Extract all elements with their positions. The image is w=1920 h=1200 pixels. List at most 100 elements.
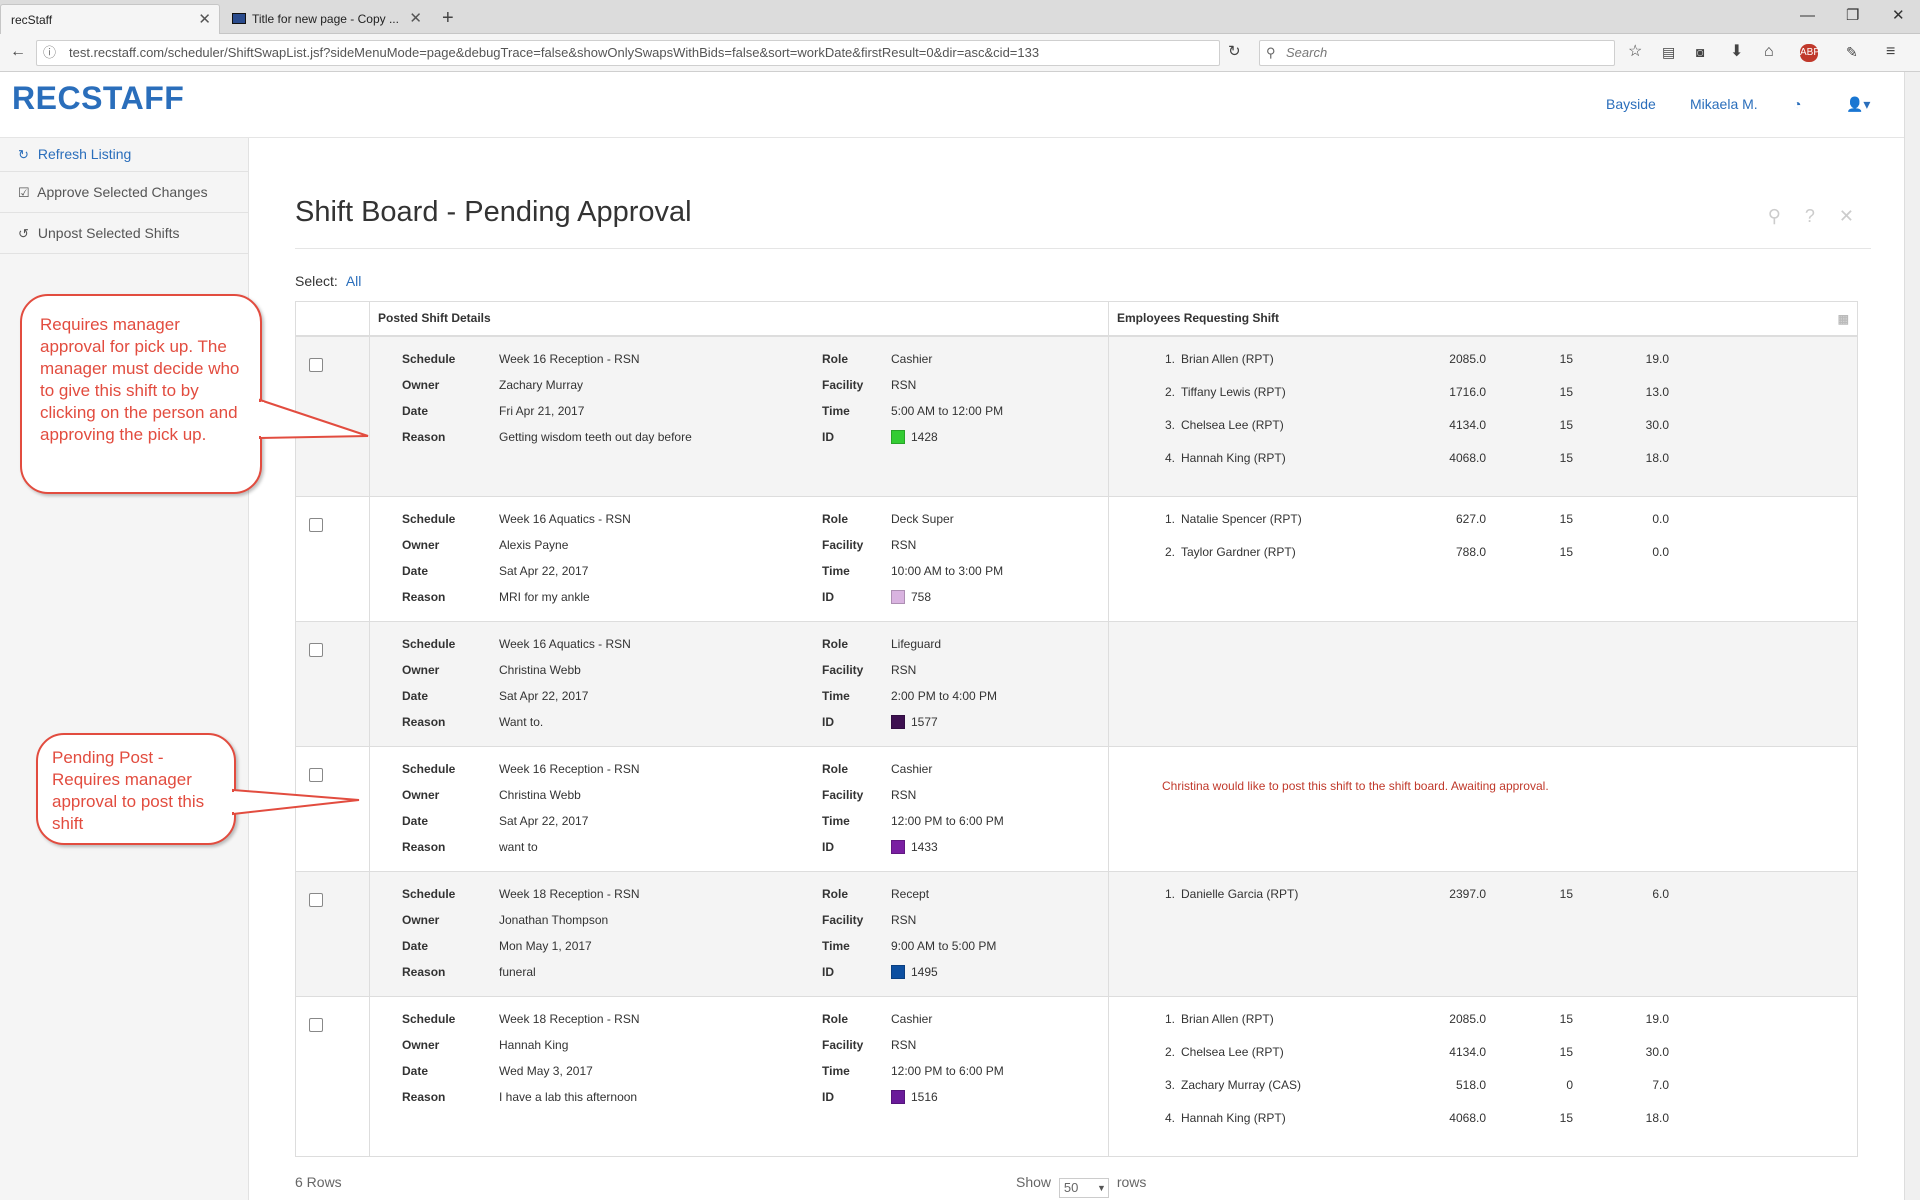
row-checkbox[interactable] (309, 767, 323, 782)
divider (295, 248, 1871, 249)
field-label-schedule: Schedule (402, 761, 456, 776)
request-employee[interactable]: Hannah King (RPT) (1181, 450, 1286, 465)
field-value-role: Lifeguard (891, 636, 942, 651)
field-value-owner: Jonathan Thompson (499, 912, 609, 927)
browser-tab-active[interactable]: recStaff ✕ (0, 4, 220, 34)
close-window-icon[interactable]: ✕ (1892, 7, 1905, 24)
request-hours: 2085.0 (1449, 351, 1486, 366)
home-icon[interactable]: ⌂ (1764, 43, 1774, 60)
request-employee[interactable]: Zachary Murray (CAS) (1181, 1077, 1302, 1092)
field-value-schedule: Week 18 Reception - RSN (499, 886, 640, 901)
row-checkbox[interactable] (309, 1017, 323, 1032)
callout-text: Pending Post - Requires manager approval… (52, 748, 205, 833)
request-employee[interactable]: Tiffany Lewis (RPT) (1181, 384, 1286, 399)
request-row[interactable]: 2. Chelsea Lee (RPT) 4134.0 15 30.0 (1109, 1044, 1769, 1060)
minimize-icon[interactable]: — (1800, 7, 1815, 24)
request-row[interactable]: 4. Hannah King (RPT) 4068.0 15 18.0 (1109, 1110, 1769, 1126)
row-checkbox[interactable] (309, 642, 323, 657)
requests-cell: Christina would like to post this shift … (1108, 746, 1858, 872)
field-value-time: 12:00 PM to 6:00 PM (891, 813, 1004, 828)
adblock-icon[interactable]: ABP (1800, 44, 1820, 62)
request-number: 3. (1165, 1077, 1176, 1092)
unpost-selected-button[interactable]: ↺ Unpost Selected Shifts (0, 213, 248, 254)
browser-search-input[interactable]: ⚲ Search (1259, 40, 1615, 66)
browser-tab[interactable]: Title for new page - Copy ... ✕ (222, 4, 430, 34)
table-row[interactable]: Schedule Week 16 Aquatics - RSN Owner Chris… (295, 621, 1858, 747)
location-link[interactable]: Bayside (1606, 96, 1656, 112)
request-hours: 518.0 (1455, 1077, 1486, 1092)
refresh-listing-button[interactable]: ↻ Refresh Listing (0, 138, 248, 172)
field-label-owner: Owner (402, 377, 440, 392)
field-value-role: Cashier (891, 761, 933, 776)
close-icon[interactable]: ✕ (1838, 206, 1878, 226)
table-row[interactable]: Schedule Week 16 Reception - RSN Owner Zach… (295, 335, 1858, 497)
field-value-time: 5:00 AM to 12:00 PM (891, 403, 1004, 418)
request-employee[interactable]: Chelsea Lee (RPT) (1181, 1044, 1284, 1059)
request-row[interactable]: 3. Chelsea Lee (RPT) 4134.0 15 30.0 (1109, 417, 1769, 433)
table-row[interactable]: Schedule Week 18 Reception - RSN Owner Hann… (295, 996, 1858, 1157)
bookmark-star-icon[interactable]: ☆ (1628, 43, 1643, 60)
row-checkbox[interactable] (309, 517, 323, 532)
download-icon[interactable]: ⬇ (1730, 43, 1744, 60)
close-tab-icon[interactable]: ✕ (409, 10, 422, 27)
request-employee[interactable]: Chelsea Lee (RPT) (1181, 417, 1284, 432)
user-link[interactable]: Mikaela M. (1690, 96, 1758, 112)
pocket-icon[interactable]: ◙ (1696, 44, 1705, 60)
request-employee[interactable]: Taylor Gardner (RPT) (1181, 544, 1296, 559)
row-checkbox[interactable] (309, 892, 323, 907)
table-row[interactable]: Schedule Week 18 Reception - RSN Owner Jona… (295, 871, 1858, 997)
info-icon[interactable]: ⓘ (43, 45, 57, 60)
request-row[interactable]: 1. Brian Allen (RPT) 2085.0 15 19.0 (1109, 351, 1769, 367)
row-checkbox-cell (295, 621, 370, 747)
sidebar-item-label: Unpost Selected Shifts (37, 225, 180, 241)
request-weeks: 0 (1566, 1077, 1573, 1092)
reading-list-icon[interactable]: ▤ (1662, 44, 1676, 60)
app-logo[interactable]: RECSTAFF (12, 80, 185, 116)
close-tab-icon[interactable]: ✕ (198, 11, 211, 28)
help-icon[interactable]: ? (1804, 206, 1839, 226)
user-menu-icon[interactable]: 👤▾ (1846, 96, 1871, 112)
request-employee[interactable]: Danielle Garcia (RPT) (1181, 886, 1299, 901)
row-checkbox[interactable] (309, 357, 323, 372)
request-employee[interactable]: Brian Allen (RPT) (1181, 1011, 1274, 1026)
field-label-id: ID (822, 839, 834, 854)
request-row[interactable]: 1. Brian Allen (RPT) 2085.0 15 19.0 (1109, 1011, 1769, 1027)
back-icon[interactable]: ← (10, 43, 26, 60)
new-tab-icon[interactable]: + (442, 7, 454, 29)
field-value-schedule: Week 16 Aquatics - RSN (499, 636, 631, 651)
select-all-link[interactable]: All (345, 273, 362, 289)
page-scrollbar[interactable] (1904, 72, 1920, 1200)
color-swatch (891, 964, 905, 979)
shift-details-cell: Schedule Week 18 Reception - RSN Owner Hann… (369, 996, 1109, 1157)
address-bar[interactable]: ⓘ test.recstaff.com/scheduler/ShiftSwapL… (36, 40, 1220, 66)
table-row[interactable]: Schedule Week 16 Reception - RSN Owner Chri… (295, 746, 1858, 872)
restore-icon[interactable]: ❐ (1846, 7, 1860, 24)
approve-selected-button[interactable]: ☑ Approve Selected Changes (0, 172, 248, 213)
request-employee[interactable]: Natalie Spencer (RPT) (1181, 511, 1302, 526)
request-row[interactable]: 1. Danielle Garcia (RPT) 2397.0 15 6.0 (1109, 886, 1769, 902)
field-value-date: Wed May 3, 2017 (499, 1063, 593, 1078)
page-favicon-icon (232, 13, 246, 24)
dashboard-icon[interactable]: ◔ (1793, 96, 1802, 112)
request-row[interactable]: 4. Hannah King (RPT) 4068.0 15 18.0 (1109, 450, 1769, 466)
column-settings-icon[interactable]: ▦ (1837, 312, 1849, 326)
request-score: 6.0 (1652, 886, 1669, 901)
field-value-owner: Christina Webb (499, 662, 581, 677)
table-row[interactable]: Schedule Week 16 Aquatics - RSN Owner Alexi… (295, 496, 1858, 622)
request-row[interactable]: 2. Taylor Gardner (RPT) 788.0 15 0.0 (1109, 544, 1769, 560)
page-tools: ⚲?✕ (1768, 206, 1878, 227)
page-size-select[interactable]: 50 ▼ (1058, 1178, 1109, 1198)
extension-icon[interactable]: ✎ (1846, 44, 1858, 60)
request-employee[interactable]: Hannah King (RPT) (1181, 1110, 1286, 1125)
request-row[interactable]: 2. Tiffany Lewis (RPT) 1716.0 15 13.0 (1109, 384, 1769, 400)
reload-icon[interactable]: ↻ (1228, 43, 1241, 60)
request-row[interactable]: 3. Zachary Murray (CAS) 518.0 0 7.0 (1109, 1077, 1769, 1093)
field-label-id: ID (822, 1089, 834, 1104)
field-label-reason: Reason (402, 964, 446, 979)
page-size-value: 50 (1063, 1180, 1079, 1195)
request-row[interactable]: 1. Natalie Spencer (RPT) 627.0 15 0.0 (1109, 511, 1769, 527)
menu-icon[interactable]: ≡ (1886, 43, 1896, 60)
zoom-icon[interactable]: ⚲ (1767, 206, 1805, 226)
field-value-time: 2:00 PM to 4:00 PM (891, 688, 998, 703)
request-employee[interactable]: Brian Allen (RPT) (1181, 351, 1274, 366)
